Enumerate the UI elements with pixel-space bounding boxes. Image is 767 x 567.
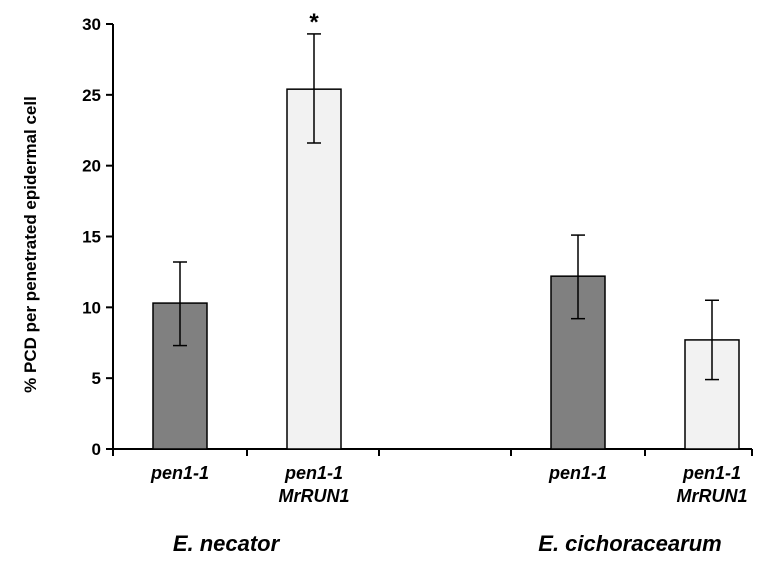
y-tick-label: 5 xyxy=(92,369,101,388)
y-tick-label: 20 xyxy=(82,157,101,176)
group-label: E. cichoracearum xyxy=(538,531,721,556)
y-tick-label: 25 xyxy=(82,86,101,105)
category-label: MrRUN1 xyxy=(278,486,349,506)
category-label: pen1-1 xyxy=(548,463,607,483)
category-label: pen1-1 xyxy=(284,463,343,483)
y-tick-label: 10 xyxy=(82,298,101,317)
category-label: MrRUN1 xyxy=(676,486,747,506)
category-label: pen1-1 xyxy=(150,463,209,483)
significance-marker: * xyxy=(309,9,319,36)
y-tick-label: 15 xyxy=(82,228,101,247)
group-label: E. necator xyxy=(173,531,281,556)
y-tick-label: 30 xyxy=(82,15,101,34)
y-tick-label: 0 xyxy=(92,440,101,459)
y-axis-title: % PCD per penetrated epidermal cell xyxy=(21,96,40,393)
category-label: pen1-1 xyxy=(682,463,741,483)
